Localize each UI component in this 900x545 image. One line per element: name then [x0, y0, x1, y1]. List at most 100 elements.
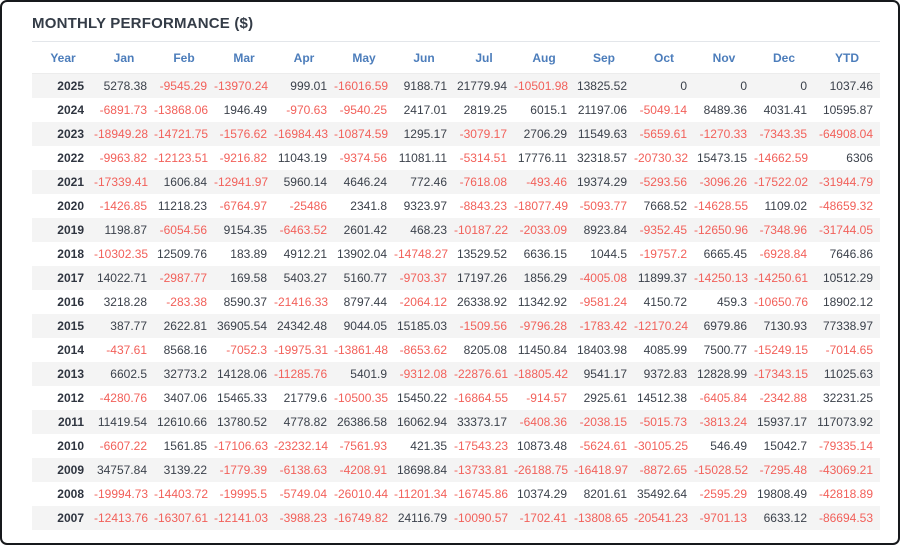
year-cell: 2013 [57, 367, 84, 381]
value-cell: -12413.76 [94, 511, 149, 525]
value-cell: 387.77 [110, 319, 147, 333]
value-cell: -5314.51 [459, 151, 507, 165]
value-cell: -8872.65 [639, 463, 687, 477]
value-cell: -10500.35 [334, 391, 389, 405]
value-cell: -20730.32 [634, 151, 689, 165]
value-cell: -13808.65 [574, 511, 629, 525]
value-cell: -13868.06 [154, 103, 209, 117]
value-cell: -16418.97 [574, 463, 629, 477]
value-cell: -970.63 [286, 103, 327, 117]
table-body: 2025 5278.38 -9545.29 -13970.24 999.01 -16016… [32, 73, 880, 530]
value-cell: 2622.81 [163, 319, 207, 333]
value-cell: 169.58 [230, 271, 267, 285]
column-header-year: Year [32, 42, 94, 74]
value-cell: -26010.44 [334, 487, 389, 501]
value-cell: 2601.42 [343, 223, 387, 237]
value-cell: -11285.76 [274, 367, 328, 381]
value-cell: -6928.84 [759, 247, 807, 261]
value-cell: -16984.43 [274, 127, 329, 141]
value-cell: -1779.39 [219, 463, 267, 477]
column-header-oct: Oct [634, 42, 694, 74]
value-cell: 2925.61 [583, 391, 627, 405]
value-cell: -6054.56 [159, 223, 207, 237]
value-cell: -6764.97 [219, 199, 267, 213]
value-cell: 1561.85 [163, 439, 207, 453]
value-cell: -1576.62 [219, 127, 267, 141]
value-cell: -5749.04 [279, 487, 327, 501]
value-cell: -13970.24 [214, 79, 269, 93]
value-cell: -14721.75 [154, 127, 209, 141]
value-cell: 8797.44 [343, 295, 387, 309]
year-cell: 2015 [57, 319, 84, 333]
table-row: 2016 3218.28 -283.38 8590.37 -21416.33 8797.4… [32, 290, 880, 314]
table-row: 2009 34757.84 3139.22 -1779.39 -6138.63 -4208… [32, 458, 880, 482]
value-cell: 36905.54 [216, 319, 267, 333]
value-cell: 26386.58 [336, 415, 387, 429]
value-cell: 9372.83 [643, 367, 687, 381]
value-cell: -10090.57 [454, 511, 509, 525]
value-cell: 4912.21 [283, 247, 327, 261]
value-cell: -9545.29 [159, 79, 207, 93]
value-cell: 15450.22 [396, 391, 447, 405]
value-cell: 9541.17 [583, 367, 627, 381]
value-cell: 1856.29 [523, 271, 567, 285]
value-cell: 19374.29 [576, 175, 627, 189]
table-row: 2015 387.77 2622.81 36905.54 24342.48 9044.05… [32, 314, 880, 338]
value-cell: -283.38 [166, 295, 207, 309]
value-cell: -42818.89 [818, 487, 873, 501]
value-cell: -4280.76 [99, 391, 147, 405]
value-cell: 9323.97 [403, 199, 447, 213]
value-cell: -1702.41 [519, 511, 567, 525]
value-cell: -10302.35 [94, 247, 149, 261]
value-cell: 8923.84 [583, 223, 627, 237]
value-cell: -17106.63 [214, 439, 269, 453]
value-cell: -2038.15 [579, 415, 627, 429]
value-cell: -10501.98 [514, 79, 569, 93]
table-row: 2022 -9963.82 -12123.51 -9216.82 11043.19 -93… [32, 146, 880, 170]
year-cell: 2022 [57, 151, 84, 165]
value-cell: -48659.32 [818, 199, 873, 213]
value-cell: 17776.11 [517, 151, 567, 165]
value-cell: 12828.99 [696, 367, 747, 381]
value-cell: -5049.14 [639, 103, 687, 117]
value-cell: -12170.24 [634, 319, 689, 333]
value-cell: 2819.25 [463, 103, 507, 117]
value-cell: 1946.49 [223, 103, 267, 117]
value-cell: 9044.05 [343, 319, 387, 333]
value-cell: 34757.84 [96, 463, 147, 477]
table-row: 2025 5278.38 -9545.29 -13970.24 999.01 -16016… [32, 73, 880, 98]
value-cell: 15473.15 [696, 151, 747, 165]
value-cell: 18403.98 [576, 343, 627, 357]
title-divider [32, 41, 880, 42]
value-cell: 468.23 [410, 223, 447, 237]
value-cell: -3079.17 [459, 127, 507, 141]
value-cell: 8590.37 [223, 295, 267, 309]
value-cell: 421.35 [410, 439, 447, 453]
table-row: 2017 14022.71 -2987.77 169.58 5403.27 5160.77… [32, 266, 880, 290]
value-cell: 77338.97 [822, 319, 873, 333]
column-header-feb: Feb [154, 42, 214, 74]
value-cell: 4031.41 [763, 103, 807, 117]
value-cell: 9188.71 [403, 79, 447, 93]
value-cell: 35492.64 [636, 487, 687, 501]
value-cell: 4150.72 [643, 295, 687, 309]
value-cell: 10873.48 [516, 439, 567, 453]
column-header-aug: Aug [514, 42, 574, 74]
value-cell: -4005.08 [579, 271, 627, 285]
value-cell: -11201.34 [394, 487, 448, 501]
value-cell: 5160.77 [343, 271, 387, 285]
value-cell: -9216.82 [219, 151, 267, 165]
value-cell: -79335.14 [818, 439, 873, 453]
value-cell: 13529.52 [456, 247, 507, 261]
value-cell: 15937.17 [756, 415, 807, 429]
table-row: 2024 -6891.73 -13868.06 1946.49 -970.63 -9540… [32, 98, 880, 122]
value-cell: -6408.36 [519, 415, 567, 429]
value-cell: -16307.61 [154, 511, 209, 525]
value-cell: -9352.45 [639, 223, 687, 237]
value-cell: -20541.23 [634, 511, 689, 525]
value-cell: -9312.08 [399, 367, 447, 381]
value-cell: 1295.17 [403, 127, 447, 141]
value-cell: -64908.04 [818, 127, 873, 141]
value-cell: -9540.25 [339, 103, 387, 117]
value-cell: 13902.04 [336, 247, 387, 261]
